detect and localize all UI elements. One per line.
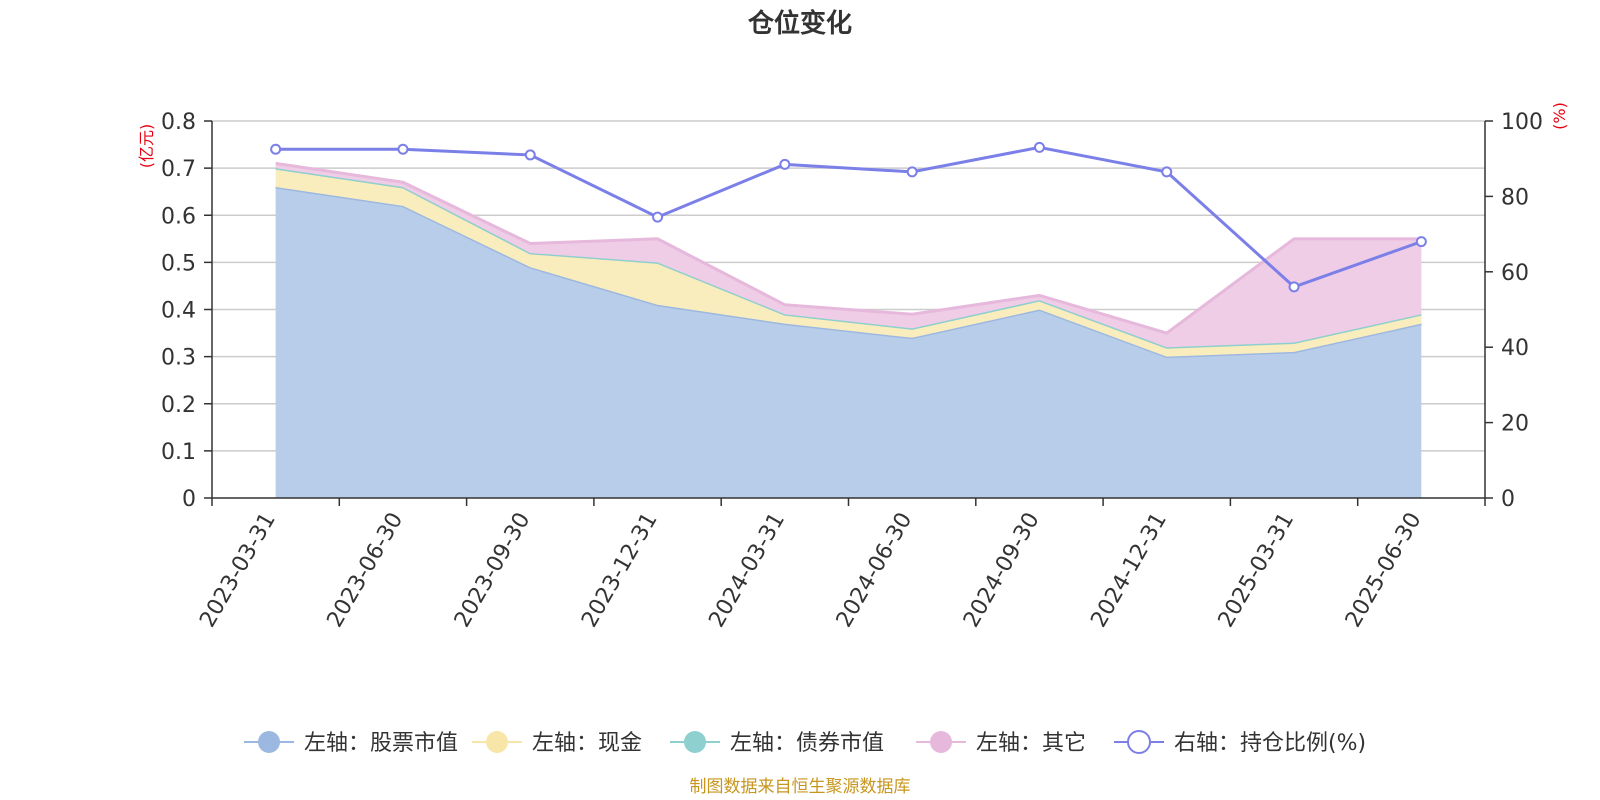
line-point xyxy=(652,211,664,223)
x-tick-label: 2023-09-30 xyxy=(450,509,536,632)
left-tick-label: 0.7 xyxy=(161,157,196,182)
right-tick-label: 100 xyxy=(1501,110,1543,135)
legend-label: 左轴：现金 xyxy=(532,731,642,756)
line-point xyxy=(397,143,409,155)
data-source-note: 制图数据来自恒生聚源数据库 xyxy=(690,777,911,797)
legend-label: 左轴：股票市值 xyxy=(304,731,458,756)
line-point xyxy=(1161,166,1173,178)
left-tick-label: 0 xyxy=(182,487,196,512)
x-tick-label: 2023-03-31 xyxy=(195,509,281,632)
legend-marker xyxy=(930,731,952,753)
legend: 左轴：股票市值 左轴：现金 左轴：债券市值 左轴：其它 右轴：持仓比例(%) xyxy=(244,730,1366,756)
right-tick-label: 20 xyxy=(1501,412,1529,437)
legend-marker xyxy=(684,731,706,753)
line-point xyxy=(906,166,918,178)
x-tick-label: 2024-06-30 xyxy=(832,509,918,632)
left-tick-label: 0.6 xyxy=(161,204,196,229)
legend-marker xyxy=(486,731,508,753)
line-point xyxy=(524,149,536,161)
left-tick-label: 0.2 xyxy=(161,393,196,418)
x-tick-label: 2023-12-31 xyxy=(577,509,663,632)
area-1 xyxy=(275,168,1422,357)
x-tick-label: 2023-06-30 xyxy=(323,509,409,632)
area-edge-3 xyxy=(275,161,1422,335)
left-tick-label: 0.1 xyxy=(161,440,196,465)
chart-title: 仓位变化 xyxy=(747,8,852,39)
line-4 xyxy=(275,145,1422,289)
legend-label: 左轴：其它 xyxy=(976,731,1086,756)
area-0 xyxy=(275,186,1422,498)
left-tick-label: 0.3 xyxy=(161,346,196,371)
x-tick-label: 2024-03-31 xyxy=(704,509,790,632)
x-tick-label: 2024-12-31 xyxy=(1086,509,1172,632)
left-axis-unit: (亿元) xyxy=(137,124,156,169)
line-point xyxy=(1288,281,1300,293)
x-tick-label: 2025-06-30 xyxy=(1341,509,1427,632)
left-tick-label: 0.5 xyxy=(161,251,196,276)
line-point xyxy=(270,143,282,155)
right-tick-label: 40 xyxy=(1501,336,1529,361)
right-tick-label: 0 xyxy=(1501,487,1515,512)
left-tick-label: 0.4 xyxy=(161,299,196,324)
line-point xyxy=(779,158,791,170)
right-tick-label: 60 xyxy=(1501,261,1529,286)
x-tick-label: 2024-09-30 xyxy=(959,509,1045,632)
right-axis-unit: (%) xyxy=(1550,102,1569,130)
x-tick-label: 2025-03-31 xyxy=(1214,509,1300,632)
line-series-layer xyxy=(270,141,1427,293)
legend-label: 左轴：债券市值 xyxy=(730,731,884,756)
legend-marker xyxy=(1127,730,1151,754)
legend-label: 右轴：持仓比例(%) xyxy=(1174,731,1366,756)
right-tick-label: 80 xyxy=(1501,185,1529,210)
line-point xyxy=(1033,141,1045,153)
line-point xyxy=(1415,236,1427,248)
legend-marker xyxy=(258,731,280,753)
area-series-layer xyxy=(275,161,1422,498)
left-tick-label: 0.8 xyxy=(161,110,196,135)
